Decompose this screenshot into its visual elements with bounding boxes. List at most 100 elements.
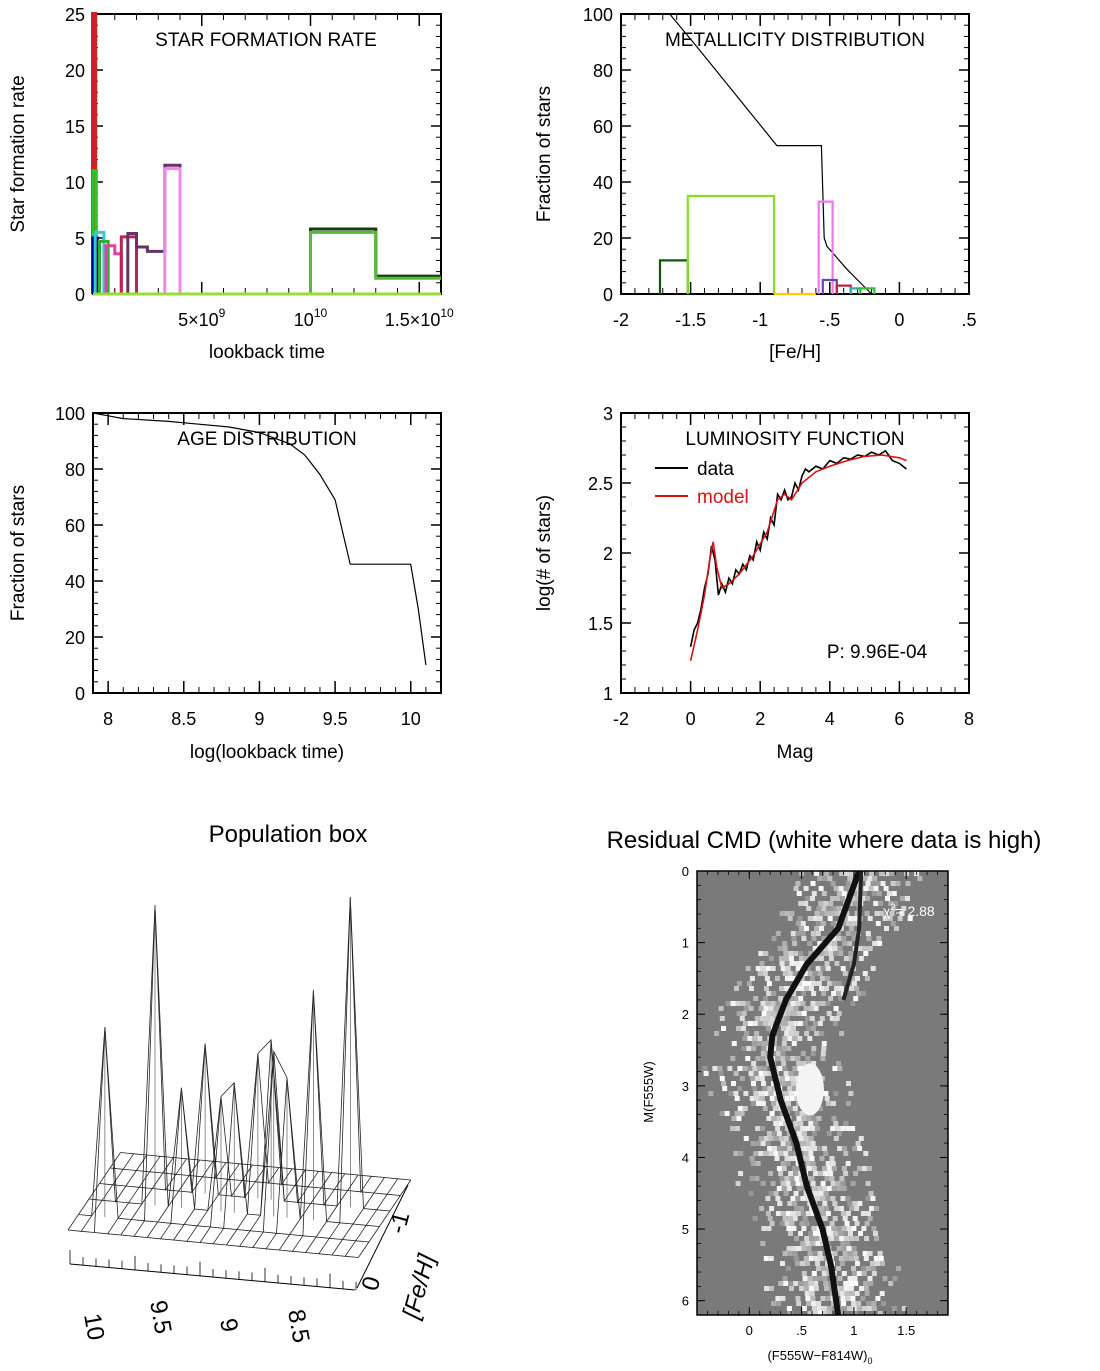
cmd-residual-pixel: [787, 1086, 793, 1091]
cmd-residual-pixel: [757, 1021, 763, 1026]
popbox-grid-col: [318, 897, 372, 1255]
met-yticklabels: 0 20 40 60 80 100: [583, 5, 613, 305]
cmd-residual-pixel: [826, 1166, 832, 1171]
cmd-residual-pixel: [853, 1171, 859, 1176]
cmd-residual-pixel: [782, 1036, 788, 1041]
sfr-series-line: [93, 230, 106, 294]
cmd-residual-pixel: [829, 1156, 835, 1161]
cmd-residual-pixel: [811, 936, 817, 941]
cmd-residual-pixel: [817, 1311, 823, 1315]
cmd-residual-pixel: [822, 946, 828, 951]
cmd-residual-pixel: [803, 901, 809, 906]
cmd-residual-pixel: [802, 1021, 808, 1026]
cmd-residual-pixel: [792, 1036, 798, 1041]
cmd-residual-pixel: [852, 1146, 858, 1151]
cmd-residual-pixel: [842, 916, 848, 921]
cmd-residual-pixel: [828, 1171, 834, 1176]
cmd-residual-pixel: [889, 871, 895, 876]
cmd-residual-pixel: [785, 966, 791, 971]
sfr-frame: [92, 13, 442, 295]
cmd-residual-pixel: [900, 896, 905, 901]
cmd-residual-pixel: [864, 1286, 869, 1291]
popbox-age-ticklabel-8.5: 8.5: [282, 1307, 314, 1345]
cmd-residual-pixel: [866, 1166, 872, 1171]
cmd-residual-pixel: [764, 1016, 770, 1021]
cmd-residual-pixel: [805, 896, 810, 901]
cmd-residual-pixel: [850, 921, 856, 926]
cmd-residual-pixel: [818, 951, 824, 956]
cmd-residual-pixel: [842, 941, 848, 946]
cmd-residual-pixel: [806, 1116, 812, 1121]
cmd-residual-pixel: [767, 1086, 773, 1091]
cmd-residual-pixel: [795, 966, 801, 971]
cmd-residual-pixel: [734, 1111, 740, 1116]
cmd-residual-pixel: [769, 1111, 775, 1116]
cmd-residual-pixel: [788, 1071, 794, 1076]
cmd-residual-pixel: [789, 1156, 795, 1161]
cmd-residual-pixel: [827, 1311, 833, 1315]
cmd-residual-pixel: [815, 1001, 821, 1006]
cmd-residual-pixel: [888, 1281, 894, 1286]
cmd-upper-branch: [841, 871, 864, 1001]
cmd-residual-pixel: [869, 1206, 875, 1211]
cmd-residual-pixel: [836, 1061, 842, 1066]
cmd-residual-pixel: [811, 1271, 817, 1276]
popbox-grid-col: [173, 1043, 227, 1241]
cmd-residual-pixel: [886, 891, 892, 896]
cmd-residual-pixel: [737, 1066, 743, 1071]
cmd-residual-pixel: [787, 1036, 793, 1041]
cmd-residual-pixel: [766, 1226, 772, 1231]
cmd-residual-pixel: [803, 1136, 809, 1141]
cmd-residual-pixel: [823, 901, 829, 906]
cmd-residual-pixel: [847, 1251, 853, 1256]
cmd-residual-pixel: [744, 1031, 750, 1036]
cmd-residual-pixel: [834, 1206, 840, 1211]
cmd-residual-pixel: [835, 931, 841, 936]
cmd-residual-pixel: [813, 1006, 819, 1011]
sfr-series-line: [309, 230, 441, 294]
popbox-grid-col: [146, 1159, 201, 1238]
cmd-residual-pixel: [773, 1191, 779, 1196]
cmd-residual-pixel: [793, 1256, 799, 1261]
cmd-residual-pixel: [884, 926, 889, 931]
cmd-residual-pixel: [844, 1221, 850, 1226]
cmd-residual-pixel: [752, 1086, 758, 1091]
cmd-residual-pixel: [786, 1266, 791, 1271]
cmd-bright-blob: [795, 1063, 824, 1116]
cmd-residual-pixel: [811, 891, 817, 896]
cmd-residual-pixel: [891, 891, 897, 896]
cmd-residual-pixel: [779, 961, 785, 966]
cmd-residual-pixel: [845, 931, 851, 936]
age-ytick-label: 40: [65, 572, 85, 592]
cmd-chi-symbol: χ: [883, 903, 891, 919]
cmd-residual-pixel: [809, 1286, 814, 1291]
sfr-xtick-exponent: 9: [219, 306, 226, 320]
cmd-residual-pixel: [804, 1031, 810, 1036]
cmd-residual-pixel: [843, 1256, 849, 1261]
cmd-residual-pixel: [890, 881, 896, 886]
cmd-residual-pixel: [759, 1206, 765, 1211]
cmd-residual-pixel: [810, 1161, 816, 1166]
cmd-residual-pixel: [871, 1306, 877, 1311]
cmd-residual-pixel: [821, 906, 827, 911]
cmd-residual-pixel: [870, 1196, 876, 1201]
cmd-residual-pixel: [839, 1031, 845, 1036]
cmd-residual-pixel: [887, 916, 893, 921]
popbox-feh-axis-line: [356, 1184, 409, 1289]
cmd-residual-pixel: [874, 911, 880, 916]
cmd-residual-pixel: [875, 1261, 880, 1266]
cmd-residual-pixel: [790, 1211, 796, 1216]
popbox-title: Population box: [209, 821, 368, 848]
cmd-residual-pixel: [823, 1281, 829, 1286]
cmd-residual-pixel: [789, 1286, 794, 1291]
cmd-residual-pixel: [821, 1271, 827, 1276]
cmd-residual-pixel: [864, 1291, 870, 1296]
cmd-residual-pixel: [872, 876, 878, 881]
cmd-residual-pixel: [826, 1131, 832, 1136]
lf-xticklabels: -2 0 2 4 6 8: [613, 709, 974, 729]
cmd-residual-pixel: [839, 986, 844, 991]
cmd-residual-pixel: [826, 1186, 832, 1191]
cmd-residual-pixel: [721, 1026, 726, 1031]
age-xtick-label: 8.5: [171, 709, 196, 729]
cmd-residual-pixel: [786, 1186, 792, 1191]
